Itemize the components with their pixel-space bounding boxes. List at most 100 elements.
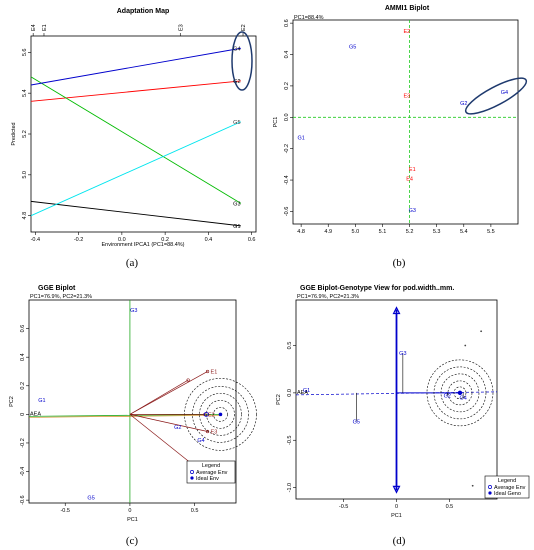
top-axis-label: E2	[241, 24, 247, 31]
gge-genotype-view-chart: GGE Biplot-Genotype View for pod.width..…	[276, 285, 530, 519]
x-tick-label: 0.5	[446, 504, 454, 510]
series-line-g3	[30, 76, 242, 204]
x-tick-label: 5.0	[352, 229, 360, 235]
pc2-arrow-head-up	[392, 306, 401, 315]
top-axis-label: E4	[31, 24, 37, 31]
series-label-g1: G1	[233, 224, 240, 230]
legend-ideal-marker	[488, 491, 492, 495]
aea-label: AEA	[297, 390, 308, 396]
x-tick-label: -0.2	[74, 237, 83, 243]
legend-box	[186, 460, 236, 484]
plot-frame	[28, 299, 237, 504]
series-label-g5: G5	[233, 120, 240, 126]
x-tick-label: 0	[128, 508, 131, 514]
legend-box	[484, 475, 530, 499]
chart-title: Adaptation Map	[117, 8, 170, 15]
x-tick-label: 5.4	[460, 229, 468, 235]
highlight-ellipse	[231, 31, 253, 91]
y-tick-label: 0.5	[287, 342, 293, 350]
genotype-label-g4: G4	[197, 438, 204, 444]
legend-item-average: Average Env	[494, 485, 526, 491]
chart-subtitle: PC1=88.4%	[294, 15, 324, 21]
ideal-distance-ring	[213, 407, 228, 422]
environment-label: E1	[211, 369, 218, 375]
x-tick-label: 0	[395, 504, 398, 510]
y-tick-label: -1.0	[287, 483, 293, 492]
legend-title: Legend	[498, 478, 516, 484]
y-tick-label: 0.0	[284, 113, 290, 121]
x-tick-label: 5.5	[487, 229, 495, 235]
legend-title: Legend	[202, 463, 220, 469]
chart-subtitle: PC1=76.9%, PC2=21.3%	[297, 294, 359, 300]
average-env-marker	[203, 411, 209, 417]
series-label-g2: G2	[233, 79, 240, 85]
chart-subtitle: PC1=76.9%, PC2=21.3%	[30, 294, 92, 300]
top-axis-label: E3	[178, 24, 184, 31]
y-axis-label: Predicted	[11, 122, 17, 145]
x-tick-label: 0.0	[118, 237, 126, 243]
ideal-distance-ring	[426, 359, 494, 427]
y-tick-label: -0.2	[284, 144, 290, 153]
ammi1-biplot-chart: AMMI1 Biplot PC1=88.4% E2 G5 E3 G4 G2 G1 E1 E4 G3 4…	[273, 5, 528, 235]
x-tick-label: 4.9	[324, 229, 332, 235]
y-tick-label: 0.2	[284, 82, 290, 90]
panel-d-gge-genotype-view: GGE Biplot-Genotype View for pod.width..…	[267, 275, 534, 550]
x-tick-label: 0.4	[205, 237, 213, 243]
plot-frame	[292, 19, 519, 225]
legend-item-ideal: Ideal Env	[196, 476, 219, 482]
y-tick-label: -0.4	[284, 175, 290, 184]
genotype-label-g2: G2	[174, 425, 181, 431]
ideal-env-marker	[218, 412, 223, 417]
caption-b: (b)	[392, 257, 406, 269]
y-tick-label: 0.4	[20, 353, 26, 361]
y-tick-label: 0.6	[20, 325, 26, 333]
series-line-g4	[30, 47, 241, 86]
environment-label: E2	[208, 412, 215, 418]
genotype-label-g4: G4	[459, 396, 466, 402]
x-tick-label: -0.5	[60, 508, 69, 514]
chart-title: AMMI1 Biplot	[385, 5, 430, 12]
y-axis-label: PC2	[9, 396, 15, 407]
y-tick-label: -0.6	[20, 495, 26, 504]
legend-item-average: Average Env	[196, 470, 228, 476]
point-label-g3: G3	[409, 208, 416, 214]
y-tick-label: -0.6	[284, 207, 290, 216]
y-axis-label: PC1	[273, 117, 279, 128]
caption-a: (a)	[125, 257, 139, 269]
genotype-label-g3: G3	[130, 308, 137, 314]
series-label-g4: G4	[233, 46, 240, 52]
ideal-distance-ring	[447, 380, 473, 406]
chart-title: GGE Biplot	[38, 285, 76, 292]
legend-average-marker	[190, 470, 194, 474]
series-line-g5	[30, 121, 242, 217]
x-tick-label: -0.5	[339, 504, 348, 510]
x-axis-label: PC1	[127, 517, 138, 523]
panel-a-adaptation-map: Adaptation Map G1 G2 G3 G4 G5 E4 E1 E3 E2 -0.4 -0.2…	[0, 0, 267, 275]
x-tick-label: 4.8	[297, 229, 305, 235]
y-tick-label: 0.4	[284, 51, 290, 59]
point-label-g4: G4	[501, 90, 508, 96]
environment-label: E3	[211, 430, 218, 436]
y-tick-label: 5.0	[22, 171, 28, 179]
genotype-label-g3: G3	[399, 351, 406, 357]
x-axis-label: PC1	[391, 513, 402, 519]
point-label-g5: G5	[349, 45, 356, 51]
genotype-label-g1: G1	[38, 398, 45, 404]
highlight-ellipse	[464, 77, 528, 115]
x-tick-label: -0.4	[31, 237, 40, 243]
caption-c: (c)	[125, 535, 139, 547]
point-label-e4: E4	[406, 176, 413, 182]
point-label-e1: E1	[409, 167, 416, 173]
environment-vector	[129, 414, 208, 432]
x-tick-label: 0.5	[191, 508, 199, 514]
point-label-e3: E3	[403, 93, 410, 99]
genotype-label-g2: G2	[444, 394, 451, 400]
environment-vector	[129, 371, 208, 415]
panel-b-ammi1-biplot: AMMI1 Biplot PC1=88.4% E2 G5 E3 G4 G2 G1 E1 E4 G3 4…	[267, 0, 534, 275]
legend-ideal-marker	[190, 476, 194, 480]
x-axis-label: Environment IPCA1 (PC1=88.4%)	[102, 242, 185, 248]
series-line-g2	[30, 80, 241, 102]
ideal-distance-ring	[453, 386, 467, 400]
ideal-distance-ring	[433, 366, 487, 420]
point-label-e2: E2	[403, 29, 410, 35]
